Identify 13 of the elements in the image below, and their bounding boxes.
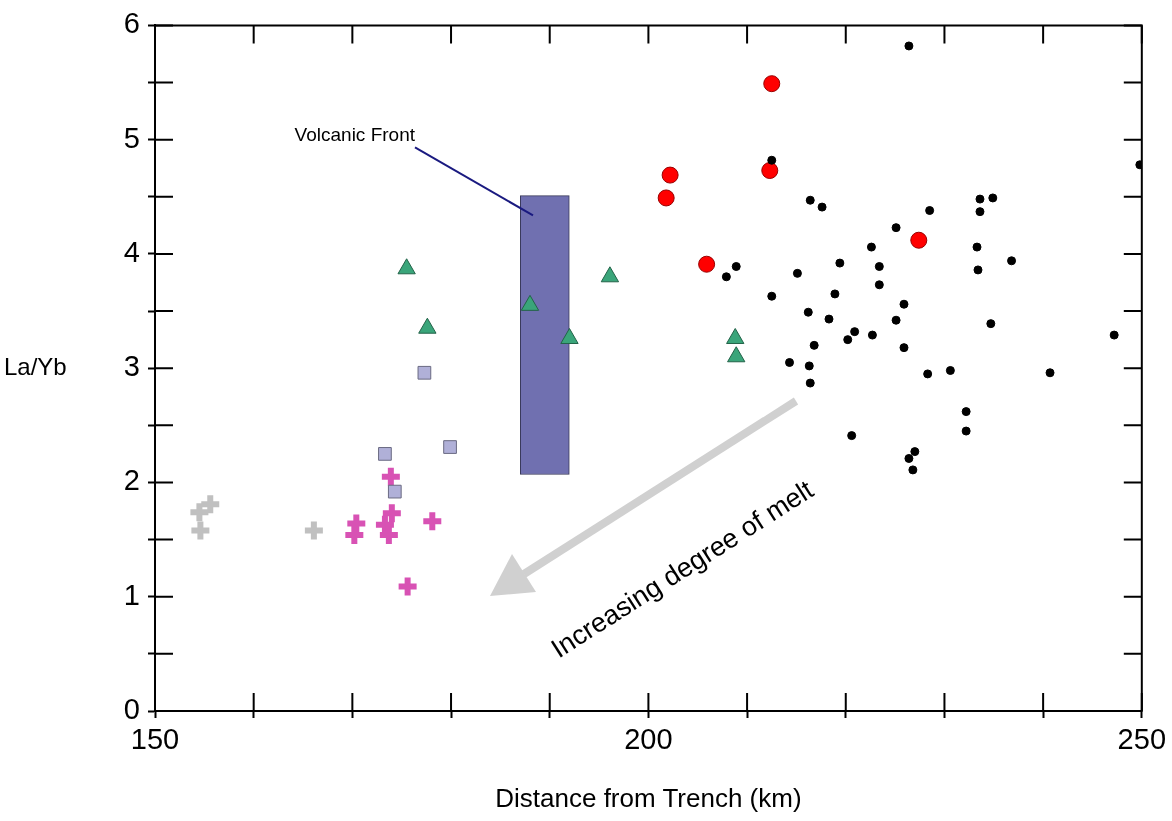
x-tick-label: 200 <box>624 723 673 756</box>
y-axis-title: La/Yb <box>4 352 67 380</box>
y-tick-label: 0 <box>123 693 140 725</box>
y-tick-label: 5 <box>123 121 140 154</box>
y-tick-label: 2 <box>123 464 140 497</box>
y-tick-label: 6 <box>123 7 140 40</box>
x-tick-label: 150 <box>130 723 180 756</box>
x-axis-title: Distance from Trench (km) <box>495 783 802 814</box>
annotation: Volcanic Front <box>294 124 416 146</box>
x-tick-label: 250 <box>1117 723 1166 756</box>
y-tick-label: 1 <box>123 578 140 611</box>
y-tick-label: 4 <box>123 235 140 268</box>
y-tick-label: 3 <box>123 350 140 383</box>
